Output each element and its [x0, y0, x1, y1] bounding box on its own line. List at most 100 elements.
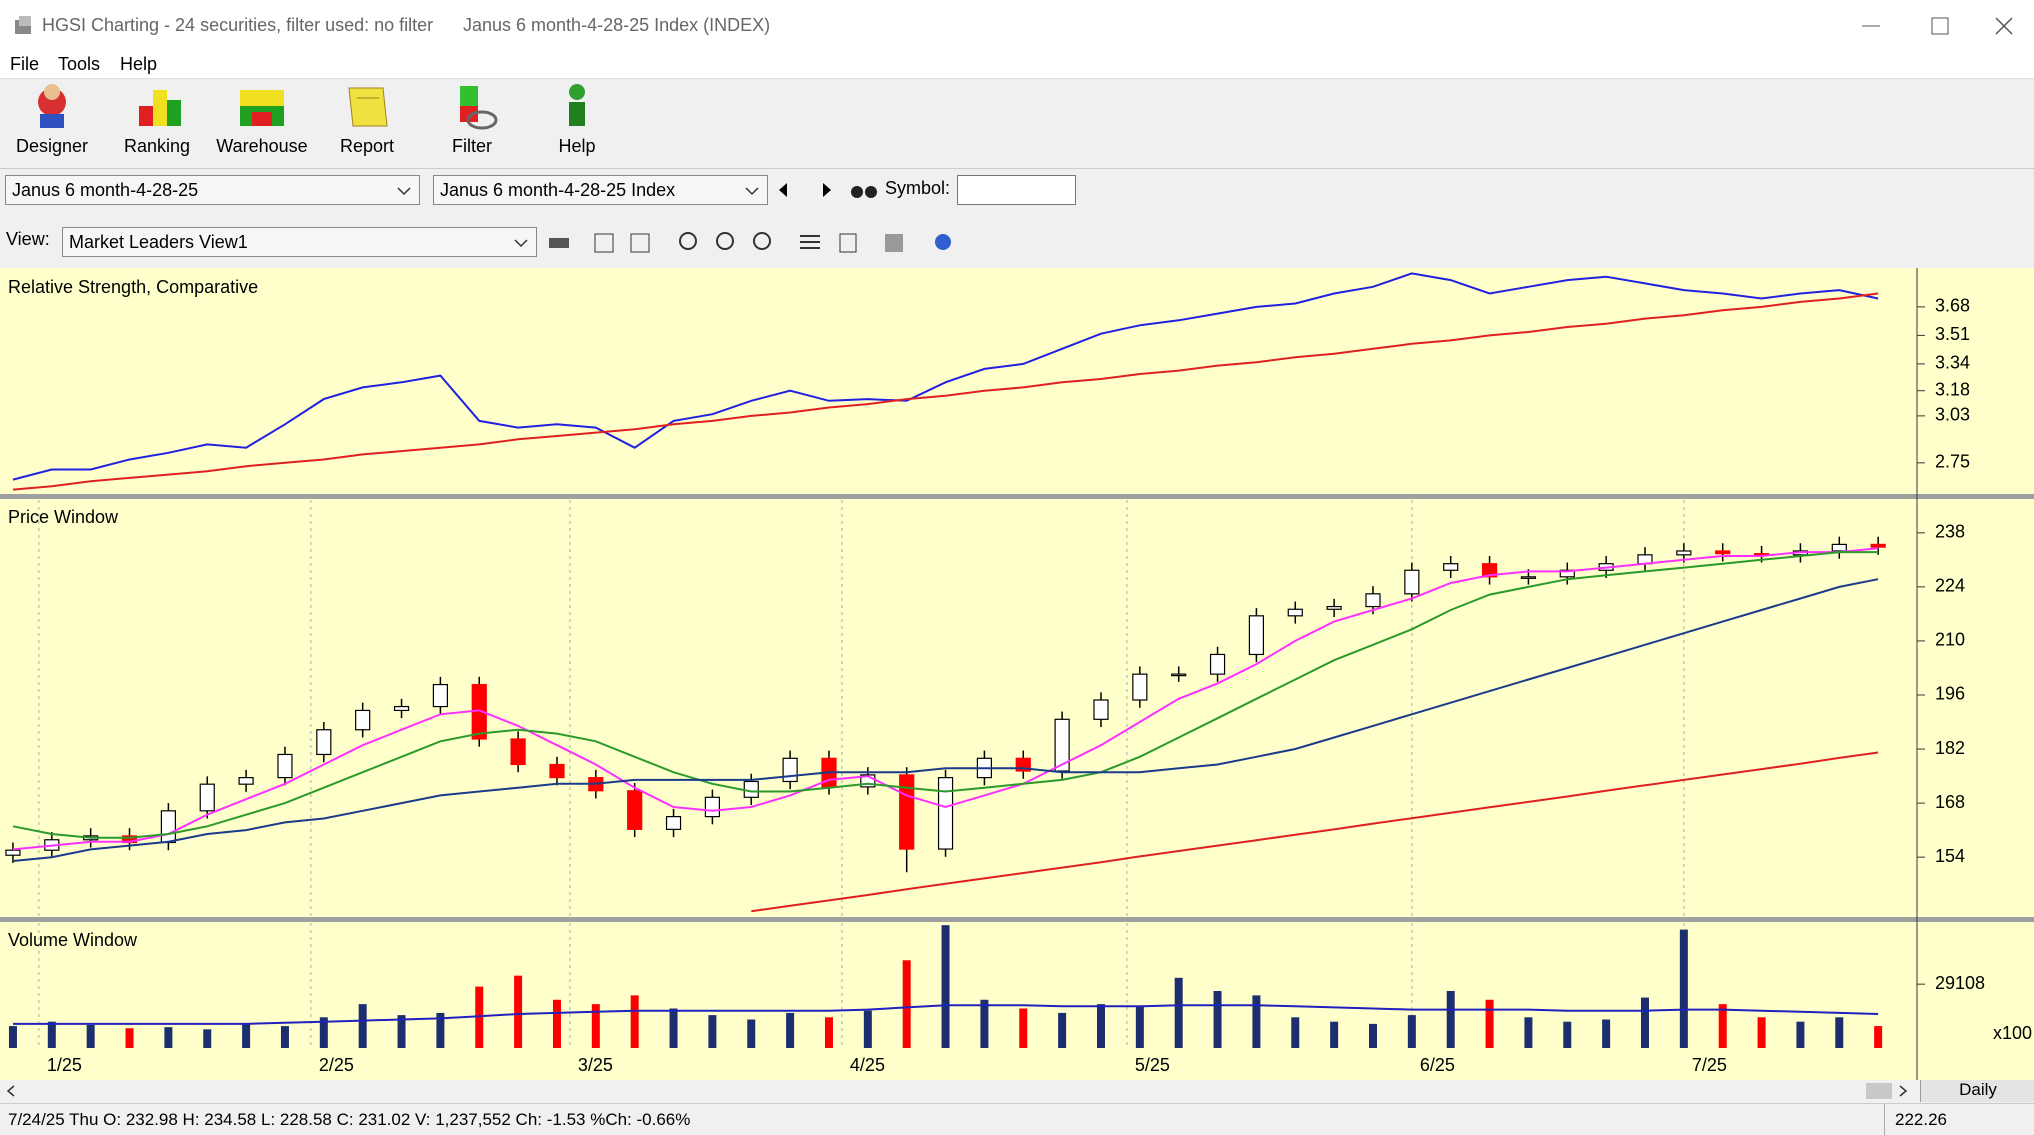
candle-body [1443, 563, 1459, 571]
candle-body [1132, 673, 1148, 701]
candle-body [704, 796, 720, 818]
line-series [12, 272, 1879, 481]
volume-bar [1446, 990, 1455, 1048]
y-tick-label: 238 [1935, 522, 1965, 542]
candle-body [782, 757, 798, 783]
candle-body [1209, 653, 1226, 675]
ranking-label: Ranking [123, 136, 191, 156]
menu-tools[interactable]: Tools [58, 54, 101, 74]
list-selector[interactable]: Janus 6 month-4-28-25 [5, 175, 420, 205]
volume-bar [164, 1027, 173, 1048]
volume-bar [242, 1023, 251, 1048]
volume-bar [1291, 1017, 1300, 1048]
report-button[interactable]: Report [317, 80, 417, 168]
volume-bar [1252, 995, 1261, 1048]
view-selector[interactable]: Market Leaders View1 [62, 227, 537, 257]
candle-body [1481, 563, 1498, 578]
symbol-input[interactable] [957, 175, 1076, 205]
candle-body [432, 683, 448, 708]
status-text: 7/24/25 Thu O: 232.98 H: 234.58 L: 228.5… [8, 1110, 691, 1129]
filter-label: Filter [452, 136, 492, 156]
candle-body [5, 849, 21, 856]
index-selector[interactable]: Janus 6 month-4-28-25 Index [433, 175, 768, 205]
candle-body [1676, 550, 1692, 556]
period-tab[interactable]: Daily [1920, 1080, 2034, 1102]
y-tick-label: 3.34 [1935, 353, 1970, 373]
candle-body [1559, 569, 1575, 578]
line-series [12, 547, 1879, 851]
y-tick-label: 196 [1935, 684, 1965, 704]
panel-divider [0, 494, 2034, 499]
volume-bar [824, 1017, 833, 1048]
menu-help[interactable]: Help [120, 54, 158, 74]
report-label: Report [339, 136, 395, 156]
volume-bar [1718, 1004, 1727, 1048]
volume-bar [1135, 1006, 1144, 1048]
candle-body [899, 774, 915, 850]
candle-body [665, 816, 682, 830]
x-tick-label: 6/25 [1420, 1055, 1455, 1075]
y-axis-unit: x100 [1993, 1023, 2032, 1043]
panel-title: Relative Strength, Comparative [8, 277, 258, 297]
warehouse-label: Warehouse [216, 136, 308, 156]
volume-bar [358, 1004, 367, 1048]
candle-body [1715, 550, 1731, 555]
volume-bar [786, 1012, 795, 1048]
volume-bar [747, 1019, 756, 1048]
y-tick-label: 210 [1935, 630, 1965, 650]
candle-body [199, 783, 215, 812]
volume-bar [1563, 1021, 1572, 1048]
view-toolbar[interactable] [545, 228, 965, 258]
volume-bar [669, 1008, 678, 1048]
candle-body [277, 753, 293, 779]
y-tick-label: 3.51 [1935, 324, 1970, 344]
x-tick-label: 4/25 [850, 1055, 885, 1075]
volume-bar [1368, 1023, 1377, 1048]
candle-body [549, 763, 565, 779]
y-tick-label: 224 [1935, 576, 1965, 596]
x-tick-label: 1/25 [47, 1055, 82, 1075]
ranking-button[interactable]: Ranking [107, 80, 207, 168]
volume-bar [397, 1015, 406, 1048]
help-label: Help [558, 136, 596, 156]
line-series [13, 1004, 1879, 1025]
volume-bar [980, 999, 989, 1048]
volume-bar [552, 999, 561, 1048]
volume-bar [1640, 997, 1649, 1048]
window-title: HGSI Charting - 24 securities, filter us… [42, 15, 434, 35]
volume-bar [1058, 1012, 1067, 1048]
designer-button[interactable]: Designer [2, 80, 102, 168]
toolbar: Designer Ranking Warehouse Report Filter… [0, 80, 2034, 169]
warehouse-button[interactable]: Warehouse [212, 80, 312, 168]
title-bar: HGSI Charting - 24 securities, filter us… [0, 0, 2034, 52]
y-tick-label: 3.03 [1935, 405, 1970, 425]
x-tick-label: 5/25 [1135, 1055, 1170, 1075]
volume-bar [280, 1026, 289, 1048]
line-series [12, 292, 1879, 491]
y-tick-label: 168 [1935, 792, 1965, 812]
menu-file[interactable]: File [10, 54, 40, 74]
scrollbar[interactable] [0, 1080, 1915, 1102]
filter-button[interactable]: Filter [422, 80, 522, 168]
volume-bar [630, 995, 639, 1048]
symbol-label: Symbol: [885, 178, 951, 198]
nav-buttons[interactable] [775, 178, 885, 204]
candle-body [860, 774, 876, 788]
candle-body [355, 709, 371, 731]
volume-bar [1679, 929, 1688, 1048]
volume-bar [125, 1028, 134, 1048]
volume-bar [1407, 1015, 1416, 1048]
candle-body [627, 790, 643, 830]
candle-body [937, 777, 954, 850]
volume-bar [902, 960, 911, 1048]
volume-bar [203, 1029, 212, 1048]
candle-body [1326, 605, 1342, 610]
candle-body [1870, 543, 1886, 548]
window-controls[interactable] [1850, 14, 2030, 38]
volume-bar [1796, 1021, 1805, 1048]
candle-body [1248, 615, 1265, 656]
help-button[interactable]: Help [527, 80, 627, 168]
scroll-row: Daily [0, 1080, 2034, 1102]
candle-body [238, 777, 254, 785]
volume-bar [941, 925, 950, 1048]
